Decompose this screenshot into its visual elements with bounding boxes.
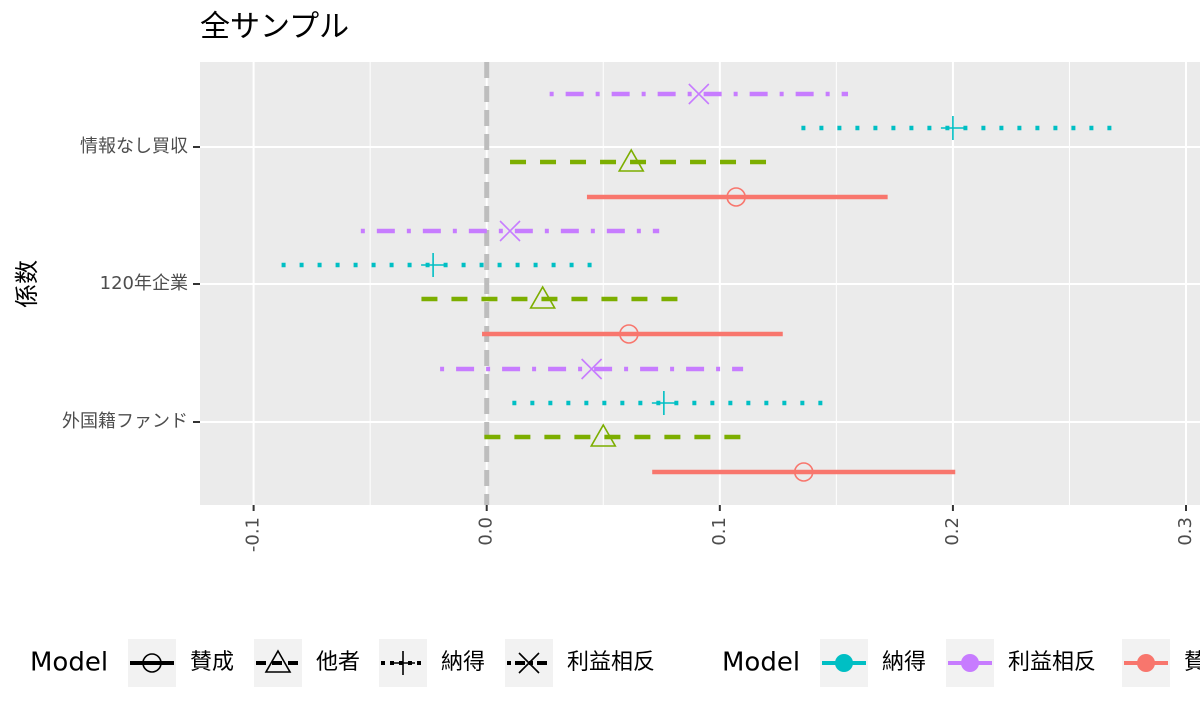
point bbox=[421, 253, 446, 277]
legend-point bbox=[835, 654, 853, 672]
y-tick-label: 120年企業 bbox=[100, 273, 188, 294]
legend-label: 賛成 bbox=[190, 650, 234, 675]
chart-title: 全サンプル bbox=[200, 10, 349, 45]
point bbox=[581, 358, 603, 380]
legend-label: 賛成 bbox=[1184, 650, 1200, 675]
point bbox=[529, 285, 557, 309]
point bbox=[688, 83, 710, 105]
y-axis-label: 係数 bbox=[13, 260, 41, 308]
x-tick-label: 0.1 bbox=[709, 517, 730, 546]
point bbox=[617, 148, 645, 172]
legend-label: 納得 bbox=[882, 650, 926, 675]
legend-label: 他者 bbox=[316, 650, 360, 675]
point bbox=[726, 187, 746, 207]
y-tick-label: 外国籍ファンド bbox=[62, 411, 188, 432]
legend-title: Model bbox=[30, 648, 108, 678]
legend-point bbox=[1137, 654, 1155, 672]
x-tick-label: 0.3 bbox=[1175, 517, 1196, 546]
point bbox=[940, 116, 965, 140]
legend-label: 利益相反 bbox=[1008, 650, 1096, 675]
point bbox=[619, 324, 639, 344]
legend-label: 納得 bbox=[441, 650, 485, 675]
point bbox=[499, 220, 521, 242]
point bbox=[391, 651, 415, 675]
point bbox=[589, 423, 617, 447]
legend-label: 利益相反 bbox=[567, 650, 655, 675]
point bbox=[142, 653, 162, 673]
point bbox=[264, 649, 292, 673]
x-tick-label: 0.0 bbox=[476, 517, 497, 546]
legend-title: Model bbox=[722, 648, 800, 678]
point bbox=[793, 462, 814, 482]
point bbox=[518, 652, 540, 674]
x-tick-label: 0.2 bbox=[942, 517, 963, 546]
y-tick-label: 情報なし買収 bbox=[80, 136, 188, 157]
point bbox=[651, 391, 676, 415]
x-tick-label: -0.1 bbox=[243, 517, 264, 552]
legend-point bbox=[961, 654, 979, 672]
